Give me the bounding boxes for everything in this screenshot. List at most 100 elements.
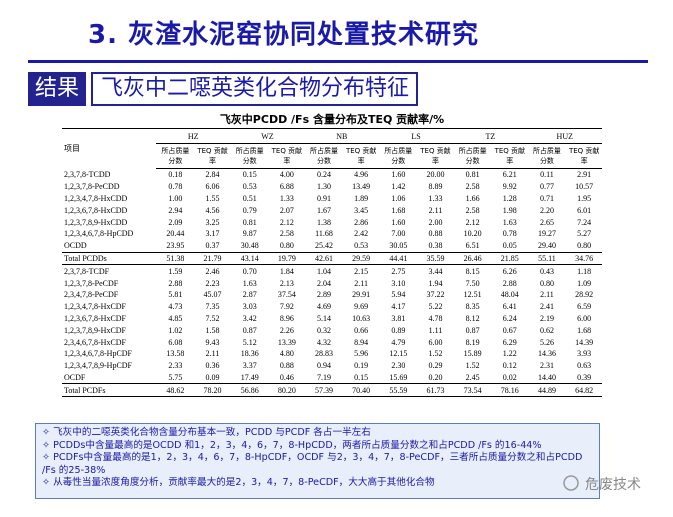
row-label: 2,3,4,7,8-PeCDF — [64, 290, 119, 300]
title-rule — [28, 60, 648, 63]
cell: 2.12 — [279, 217, 294, 227]
subheader: TEQ 贡献率 — [566, 143, 602, 169]
cell: 12.51 — [463, 290, 482, 300]
row-label: 1,2,3,6,7,8-HxCDD — [64, 205, 128, 215]
cell: 20.44 — [166, 229, 185, 239]
data-table: 项目 HZ WZ NB LS TZ HUZ 所占质量分数 TEQ 贡献率 所占质量分数 TEQ 贡献… — [62, 128, 602, 398]
cell: 1.59 — [156, 264, 195, 278]
group-header: TZ — [453, 128, 528, 144]
cell: 0.51 — [242, 193, 257, 203]
cell: 55.59 — [378, 383, 418, 397]
section-subtitle: 飞灰中二噁英类化合物分布特征 — [91, 72, 418, 106]
cell: 30.05 — [389, 241, 408, 251]
cell: 1.68 — [391, 205, 406, 215]
cell: 48.04 — [500, 290, 519, 300]
subheader: TEQ 贡献率 — [343, 143, 379, 169]
cell: 0.66 — [354, 325, 369, 335]
cell: 4.32 — [317, 337, 331, 347]
cell: 1.11 — [428, 325, 443, 335]
row-label: 1,2,3,7,8,9-HxCDD — [64, 217, 128, 227]
table-row: 1,2,3,4,7,8,9-HpCDF 2.33 0.36 3.37 0.88 0.94 0… — [62, 360, 602, 372]
cell: 1.06 — [391, 193, 406, 203]
cell: 29.59 — [343, 251, 379, 265]
cell: 1.89 — [354, 193, 369, 203]
cell: 2.26 — [279, 325, 294, 335]
cell: 0.19 — [354, 361, 369, 371]
slide-title: 3. 灰渣水泥窑协同处置技术研究 — [88, 20, 480, 50]
watermark-icon — [563, 475, 579, 491]
cell: 4.79 — [391, 337, 406, 347]
cell: 5.26 — [539, 337, 554, 347]
row-label: OCDD — [64, 241, 87, 251]
cell: 28.92 — [575, 290, 594, 300]
subheader: TEQ 贡献率 — [492, 143, 528, 169]
cell: 6.08 — [168, 337, 183, 347]
cell: 37.22 — [426, 290, 445, 300]
cell: 2.58 — [279, 229, 294, 239]
cell: 2.65 — [539, 217, 554, 227]
cell: 1.18 — [566, 264, 602, 278]
cell: 0.46 — [279, 372, 294, 382]
cell: 6.41 — [502, 302, 517, 312]
cell: 6.59 — [577, 302, 592, 312]
cell: 57.39 — [304, 383, 344, 397]
subheader: 所占质量分数 — [527, 143, 567, 169]
cell: 56.86 — [230, 383, 270, 397]
cell: 2.33 — [168, 361, 183, 371]
cell: 0.11 — [540, 170, 554, 180]
cell: 1.58 — [205, 325, 220, 335]
table-row: 2,3,7,8-TCDF 1.59 2.46 0.70 1.84 1.04 2.15 2.75… — [62, 264, 602, 278]
cell: 5.22 — [428, 302, 443, 312]
cell: 17.49 — [240, 372, 259, 382]
subheader: TEQ 贡献率 — [269, 143, 305, 169]
cell: 4.00 — [279, 170, 294, 180]
cell: 1.04 — [304, 264, 344, 278]
row-label: 1,2,3,6,7,8-HxCDF — [64, 313, 127, 323]
cell: 0.32 — [317, 325, 331, 335]
cell: 2.87 — [242, 290, 257, 300]
cell: 7.92 — [279, 302, 294, 312]
notes-box: 飞灰中的二噁英类化合物含量分布基本一致，PCDD 与PCDF 各占一半左右PCD… — [35, 423, 600, 499]
row-label: 2,3,4,6,7,8-HxCDF — [64, 337, 127, 347]
cell: 2.88 — [502, 278, 517, 288]
cell: 0.43 — [527, 264, 567, 278]
cell: 0.94 — [317, 361, 331, 371]
cell: 0.18 — [168, 170, 183, 180]
table-row: 1,2,3,7,8,9-HxCDD 2.09 3.25 0.81 2.12 1.38 2.8… — [62, 216, 602, 228]
cell: 0.77 — [539, 182, 554, 192]
cell: 7.50 — [465, 278, 480, 288]
cell: 1.52 — [428, 349, 443, 359]
cell: 8.12 — [465, 313, 480, 323]
cell: 2.58 — [465, 205, 480, 215]
cell: 2.15 — [343, 264, 379, 278]
section-tag: 结果 — [28, 72, 86, 106]
cell: 1.66 — [465, 193, 480, 203]
cell: 3.42 — [242, 313, 257, 323]
cell: 2.91 — [577, 170, 592, 180]
cell: 8.94 — [354, 337, 369, 347]
cell: 0.37 — [205, 241, 220, 251]
cell: 2.89 — [317, 290, 331, 300]
note: 飞灰中的二噁英类化合物含量分布基本一致，PCDD 与PCDF 各占一半左右 — [42, 427, 593, 440]
cell: 78.16 — [492, 383, 528, 397]
cell: 2.04 — [317, 278, 331, 288]
table-body: 2,3,7,8-TCDD 0.18 2.84 0.15 4.00 0.24 4.96 1.60… — [62, 169, 602, 397]
cell: 35.59 — [417, 251, 454, 265]
cell: 7.24 — [577, 217, 592, 227]
table-row: 1,2,3,7,8-PeCDD 0.78 6.06 0.53 6.88 1.30 13.49… — [62, 181, 602, 193]
table-title: 飞灰中PCDD /Fs 含量分布及TEQ 贡献率/% — [219, 113, 445, 126]
group-header: WZ — [230, 128, 305, 144]
cell: 2.11 — [428, 205, 443, 215]
cell: 0.78 — [168, 182, 183, 192]
note: PCDDs中含量最高的是OCDD 和1，2，3，4，6，7，8-HpCDD，两者… — [42, 440, 593, 453]
cell: 1.67 — [317, 205, 331, 215]
cell: 2.11 — [205, 349, 220, 359]
cell: 5.94 — [391, 290, 406, 300]
watermark: 危废技术 — [585, 477, 641, 493]
cell: 18.36 — [240, 349, 259, 359]
cell: 15.69 — [389, 372, 408, 382]
cell: 3.45 — [354, 205, 369, 215]
cell: 13.58 — [166, 349, 185, 359]
cell: 3.17 — [205, 229, 220, 239]
cell: 21.79 — [194, 251, 231, 265]
